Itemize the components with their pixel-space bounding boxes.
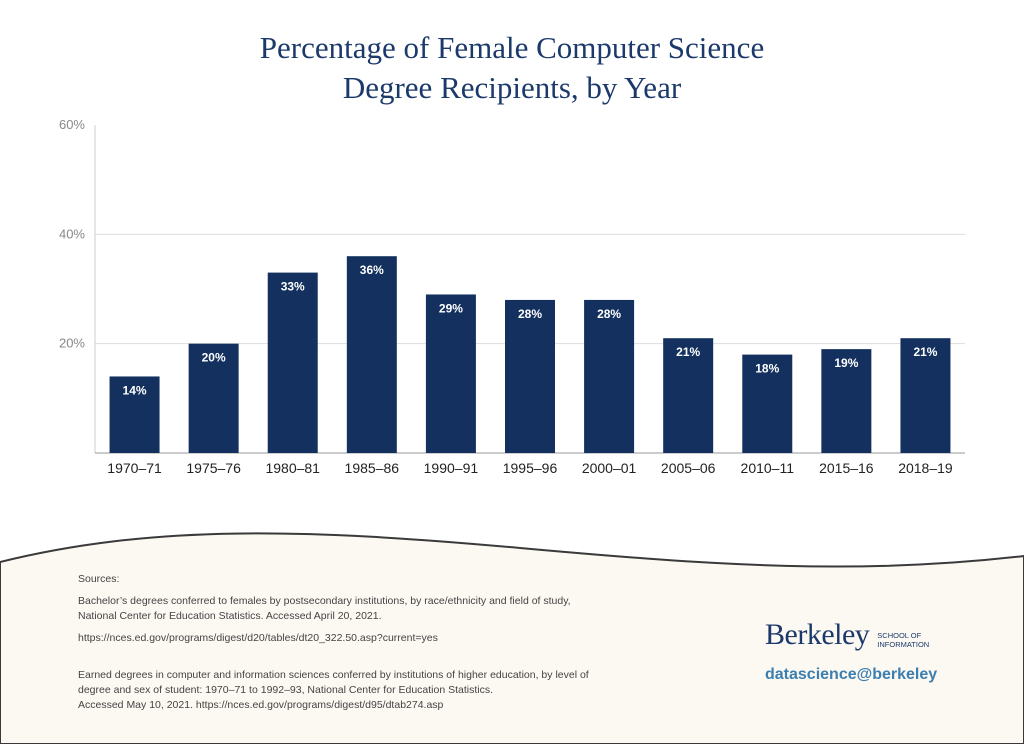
- bar-value-label: 33%: [281, 280, 305, 294]
- bar-value-label: 36%: [360, 263, 384, 277]
- source-1-url: https://nces.ed.gov/programs/digest/d20/…: [78, 632, 438, 644]
- source-2-line-2: degree and sex of student: 1970–71 to 19…: [78, 684, 494, 696]
- berkeley-logo: Berkeley SCHOOL OF INFORMATION: [765, 618, 929, 652]
- bar: [663, 338, 714, 453]
- datascience-handle: datascience@berkeley: [765, 666, 938, 683]
- x-tick-label: 1975–76: [186, 460, 241, 476]
- logo-school-line-2: INFORMATION: [877, 639, 930, 649]
- source-1-line-1: Bachelor’s degrees conferred to females …: [78, 595, 571, 607]
- bar: [188, 343, 239, 453]
- x-tick-label: 1995–96: [503, 460, 558, 476]
- bar: [109, 376, 160, 453]
- x-tick-label: 1985–86: [345, 460, 400, 476]
- source-1: Bachelor’s degrees conferred to females …: [78, 594, 718, 624]
- bar-value-label: 28%: [597, 307, 621, 321]
- source-2-line-1: Earned degrees in computer and informati…: [78, 669, 589, 681]
- bar-value-label: 19%: [834, 356, 858, 370]
- source-2-line-3: Accessed May 10, 2021. https://nces.ed.g…: [78, 699, 444, 711]
- chart-title: Percentage of Female Computer Science De…: [0, 28, 1024, 108]
- x-tick-label: 2000–01: [582, 460, 637, 476]
- source-1-line-2: National Center for Education Statistics…: [78, 610, 382, 622]
- title-line-1: Percentage of Female Computer Science: [259, 30, 765, 65]
- sources: Sources: Bachelor’s degrees conferred to…: [78, 572, 718, 720]
- bar: [267, 272, 318, 453]
- x-tick-label: 1980–81: [265, 460, 320, 476]
- bar: [505, 299, 555, 453]
- bar: [900, 338, 951, 453]
- y-tick-label: 40%: [59, 226, 85, 241]
- bar-chart: 20% 40% 60% 14% 1970–71 20% 1975–76 33% 1980–81 3…: [59, 117, 965, 476]
- x-tick-label: 2005–06: [661, 460, 716, 476]
- bar: [821, 349, 872, 453]
- bar-value-label: 21%: [913, 345, 937, 359]
- x-tick-label: 2015–16: [819, 460, 874, 476]
- source-2: Earned degrees in computer and informati…: [78, 668, 718, 713]
- x-tick-label: 2018–19: [898, 460, 953, 476]
- y-tick-label: 20%: [59, 336, 85, 351]
- bar-value-label: 28%: [518, 307, 542, 321]
- bar-value-label: 14%: [123, 383, 147, 397]
- sources-heading: Sources:: [78, 573, 120, 585]
- y-tick-label: 60%: [59, 117, 85, 132]
- title-line-2: Degree Recipients, by Year: [342, 70, 682, 105]
- bar-value-label: 18%: [755, 362, 779, 376]
- bar-value-label: 20%: [202, 351, 226, 365]
- x-tick-label: 1990–91: [424, 460, 479, 476]
- bar-value-label: 29%: [439, 301, 463, 315]
- logo-wordmark: Berkeley: [765, 618, 870, 651]
- bar: [742, 354, 793, 453]
- x-tick-label: 2010–11: [741, 460, 795, 476]
- bar: [584, 299, 635, 453]
- bar-value-label: 21%: [676, 345, 700, 359]
- bar: [346, 256, 397, 453]
- x-tick-label: 1970–71: [107, 460, 162, 476]
- logo-school: SCHOOL OF INFORMATION: [877, 631, 929, 649]
- bar: [425, 294, 476, 453]
- logo-school-line-1: SCHOOL OF: [877, 630, 922, 640]
